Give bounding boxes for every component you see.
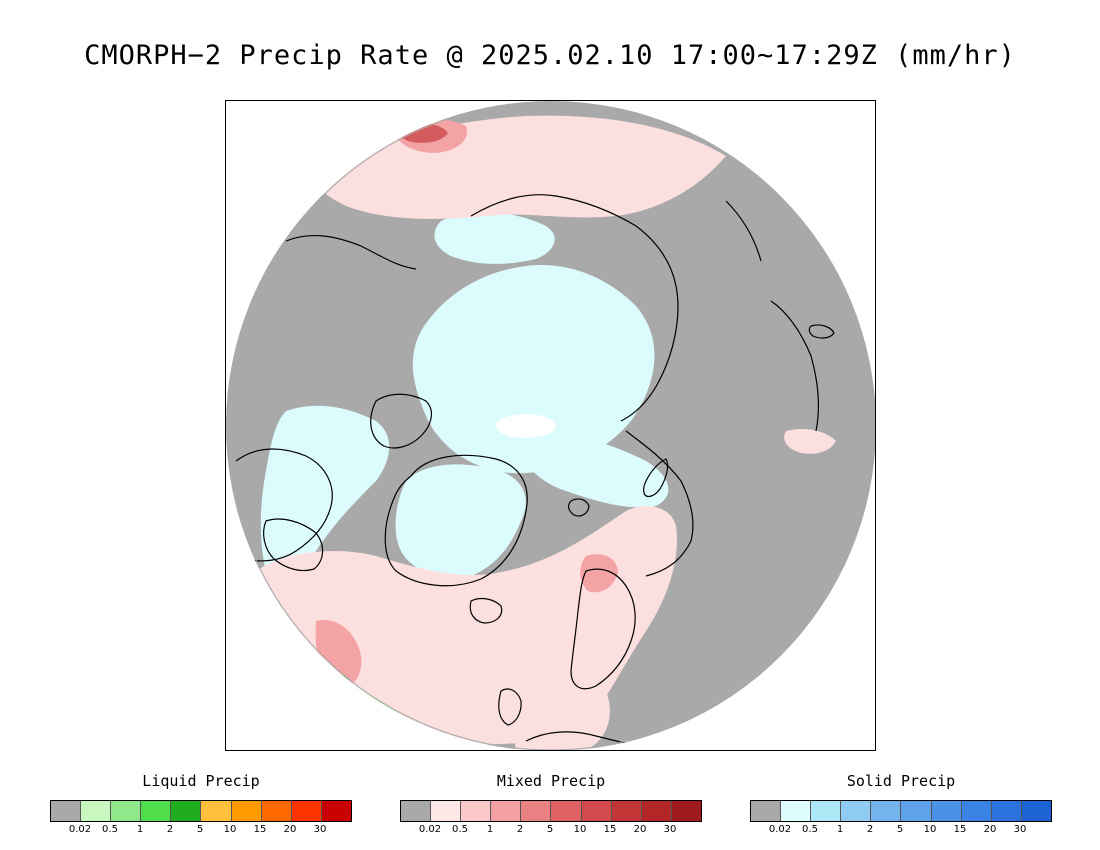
legend-swatch [781, 801, 812, 821]
legend-tick-label: 15 [953, 824, 967, 835]
legend-mixed-bar [400, 800, 702, 822]
legend-mixed-ticks: 0.02 0.5 1 2 5 10 15 20 30 [400, 824, 700, 838]
legend-swatch [51, 801, 82, 821]
legend-liquid-bar [50, 800, 352, 822]
legend-solid: Solid Precip 0.02 0.5 1 2 5 10 15 20 30 [750, 772, 1052, 838]
alaska-coastline [285, 235, 417, 270]
british-isles-coastline [498, 688, 522, 726]
legend-swatch [1021, 801, 1051, 821]
pole-gap [496, 414, 556, 438]
scandinavia-coastline [570, 568, 636, 690]
map-disc-edge [226, 101, 875, 750]
russia-far-east-coastline [725, 200, 762, 262]
legend-tick-label: 1 [836, 824, 844, 835]
legend-tick-label: 0.02 [768, 824, 792, 835]
solid-precip-greenland [395, 464, 526, 578]
legend-tick-label: 30 [1013, 824, 1027, 835]
legend-liquid-ticks: 0.02 0.5 1 2 5 10 15 20 30 [50, 824, 350, 838]
legend-tick-label: 20 [633, 824, 647, 835]
lake-coastline [808, 324, 835, 339]
legend-swatch [581, 801, 612, 821]
legend-tick-label: 20 [983, 824, 997, 835]
legend-swatch [491, 801, 522, 821]
legend-swatch [991, 801, 1022, 821]
legend-swatch [671, 801, 701, 821]
legend-swatch [961, 801, 992, 821]
canada-coastline [235, 448, 333, 562]
legend-swatch [141, 801, 172, 821]
legend-tick-label: 1 [136, 824, 144, 835]
legend-tick-label: 2 [866, 824, 874, 835]
legend-liquid: Liquid Precip 0.02 0.5 1 2 5 10 15 20 30 [50, 772, 352, 838]
legend-swatch [231, 801, 262, 821]
canadian-archipelago-coastline [370, 393, 433, 449]
legend-swatch [751, 801, 782, 821]
legend-tick-label: 5 [546, 824, 554, 835]
legend-tick-label: 2 [516, 824, 524, 835]
mixed-precip-strong-norway [580, 554, 618, 593]
legend-solid-title: Solid Precip [846, 772, 956, 790]
svalbard-coastline [568, 498, 590, 517]
solid-precip-siberia [523, 431, 669, 508]
legend-tick-label: 30 [313, 824, 327, 835]
legend-swatch [551, 801, 582, 821]
mixed-precip-europe [513, 659, 610, 750]
legend-swatch [521, 801, 552, 821]
iceland-coastline [469, 597, 503, 624]
legend-swatch [321, 801, 351, 821]
legend-tick-label: 2 [166, 824, 174, 835]
map-disc [226, 101, 875, 750]
legend-tick-label: 10 [223, 824, 237, 835]
legend-tick-label: 0.02 [418, 824, 442, 835]
legend-swatch [841, 801, 872, 821]
legend-swatch [261, 801, 292, 821]
legend-swatch [111, 801, 142, 821]
legend-swatch [201, 801, 232, 821]
solid-precip-bering [434, 211, 555, 264]
legend-tick-label: 0.02 [68, 824, 92, 835]
legend-swatch [401, 801, 432, 821]
asia-coastline [770, 300, 820, 432]
legend-tick-label: 5 [196, 824, 204, 835]
eurasia-arctic-coastline [625, 430, 694, 577]
legend-tick-label: 10 [573, 824, 587, 835]
legend-swatch [291, 801, 322, 821]
solid-precip-arctic [412, 265, 655, 474]
legend-tick-label: 5 [896, 824, 904, 835]
legend-swatch [641, 801, 672, 821]
legend-tick-label: 1 [486, 824, 494, 835]
legend-swatch [811, 801, 842, 821]
legend-swatch [461, 801, 492, 821]
legend-mixed-title: Mixed Precip [496, 772, 606, 790]
legend-swatch [871, 801, 902, 821]
legend-swatch [81, 801, 112, 821]
map-title: CMORPH−2 Precip Rate @ 2025.02.10 17:00~… [84, 40, 1016, 71]
siberia-coastline [470, 194, 679, 422]
legend-solid-ticks: 0.02 0.5 1 2 5 10 15 20 30 [750, 824, 1050, 838]
mixed-precip-asia [784, 429, 836, 454]
legend-tick-label: 0.5 [802, 824, 818, 835]
legend-liquid-title: Liquid Precip [142, 772, 260, 790]
legend-swatch [931, 801, 962, 821]
legend-tick-label: 0.5 [102, 824, 118, 835]
legend-swatch [431, 801, 462, 821]
polar-map [226, 101, 875, 750]
greenland-coastline [384, 454, 528, 587]
hudson-bay-coastline [263, 518, 324, 572]
legend-tick-label: 20 [283, 824, 297, 835]
legend-tick-label: 15 [253, 824, 267, 835]
legend-swatch [171, 801, 202, 821]
novaya-zemlya-coastline [643, 458, 669, 498]
legend-tick-label: 30 [663, 824, 677, 835]
legend-mixed: Mixed Precip 0.02 0.5 1 2 5 10 15 20 30 [400, 772, 702, 838]
legend-swatch [611, 801, 642, 821]
legend-tick-label: 15 [603, 824, 617, 835]
legend-tick-label: 10 [923, 824, 937, 835]
map-frame [225, 100, 876, 751]
solid-precip-canada [260, 405, 390, 601]
legend-solid-bar [750, 800, 1052, 822]
legend-swatch [901, 801, 932, 821]
legend-tick-label: 0.5 [452, 824, 468, 835]
